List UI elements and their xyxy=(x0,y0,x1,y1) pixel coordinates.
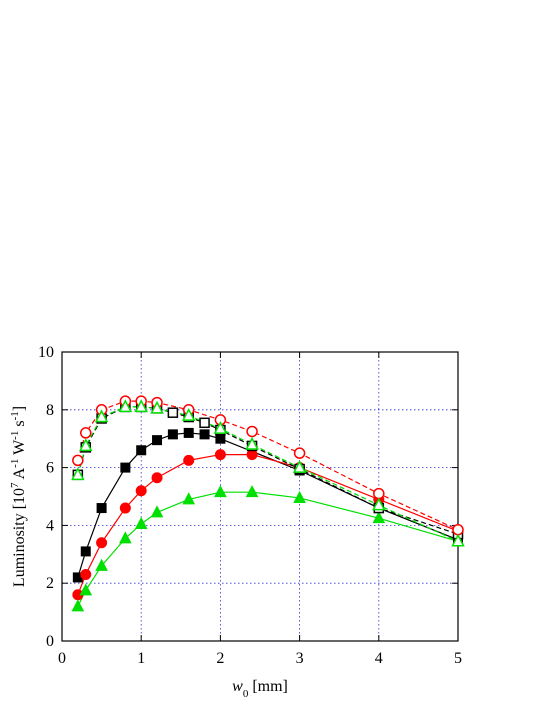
x-axis-label: w0 [mm] xyxy=(232,678,288,700)
data-point xyxy=(134,516,148,529)
data-point xyxy=(96,537,108,549)
data-point xyxy=(293,490,306,503)
data-point xyxy=(152,435,163,446)
data-point xyxy=(213,420,228,434)
data-point xyxy=(199,429,210,440)
data-point xyxy=(183,427,194,438)
plot-frame xyxy=(61,351,459,642)
data-point xyxy=(215,433,226,444)
y-axis-label-part: -1 xyxy=(9,411,21,420)
data-point xyxy=(95,558,108,571)
data-point xyxy=(80,546,91,557)
data-point xyxy=(181,407,196,421)
data-point xyxy=(72,454,84,467)
data-point xyxy=(245,436,259,450)
data-point xyxy=(372,497,386,511)
y-tick-label: 6 xyxy=(46,460,54,477)
data-point xyxy=(71,467,85,481)
data-point xyxy=(246,425,258,438)
data-point xyxy=(214,449,226,461)
data-point xyxy=(452,523,464,536)
data-point xyxy=(373,487,385,500)
data-point xyxy=(136,445,147,456)
x-axis-label-part: [mm] xyxy=(248,678,288,695)
x-tick-label: 0 xyxy=(58,650,66,667)
y-tick-label: 0 xyxy=(46,633,54,650)
data-point xyxy=(293,447,306,459)
data-point xyxy=(118,399,133,413)
data-point xyxy=(94,409,109,423)
y-axis-label-part: -1 xyxy=(9,459,21,468)
y-axis-label-part: W xyxy=(11,439,28,459)
x-tick-label: 2 xyxy=(216,650,224,667)
y-axis-label-part: 7 xyxy=(9,482,21,488)
data-point xyxy=(151,472,163,484)
y-tick-label: 10 xyxy=(38,344,54,361)
series-line xyxy=(77,432,459,578)
x-tick-label: 4 xyxy=(375,650,383,667)
y-axis-label-part: ] xyxy=(11,406,28,411)
data-point xyxy=(134,399,148,413)
series-line xyxy=(77,491,459,607)
series-line xyxy=(77,453,459,595)
y-axis-label: Luminosity [107 A-1 W-1 s-1] xyxy=(9,406,28,587)
y-tick-label: 2 xyxy=(46,575,54,592)
y-axis-label-part: -1 xyxy=(9,431,21,440)
data-point xyxy=(120,462,131,473)
y-axis-label-part: A xyxy=(11,467,28,482)
data-point xyxy=(119,502,131,514)
data-point xyxy=(80,427,92,439)
series-line xyxy=(77,406,459,542)
data-point xyxy=(135,485,147,497)
x-axis-label-part: 0 xyxy=(243,688,249,700)
data-point xyxy=(182,492,196,505)
y-axis-label-part: s xyxy=(11,420,28,430)
series-line xyxy=(77,400,459,531)
data-point xyxy=(79,438,93,452)
data-point xyxy=(214,485,227,498)
data-point xyxy=(451,533,465,547)
x-tick-label: 3 xyxy=(296,650,304,667)
data-point xyxy=(245,485,259,498)
data-point xyxy=(167,429,178,440)
data-point xyxy=(150,400,164,414)
data-point xyxy=(79,583,93,596)
data-point xyxy=(183,454,195,466)
y-axis-label-part: Luminosity [10 xyxy=(11,488,28,587)
data-point xyxy=(80,569,92,581)
y-tick-label: 4 xyxy=(46,517,54,534)
x-axis-label-part: w xyxy=(232,678,243,695)
data-point xyxy=(119,531,132,544)
data-point xyxy=(199,417,210,429)
data-point xyxy=(71,599,85,612)
x-tick-label: 5 xyxy=(454,650,462,667)
data-point xyxy=(167,407,179,418)
x-tick-label: 1 xyxy=(137,650,145,667)
data-point xyxy=(372,511,386,524)
data-point xyxy=(96,503,107,514)
data-point xyxy=(150,505,164,518)
data-point xyxy=(292,459,307,473)
y-tick-label: 8 xyxy=(46,402,54,419)
